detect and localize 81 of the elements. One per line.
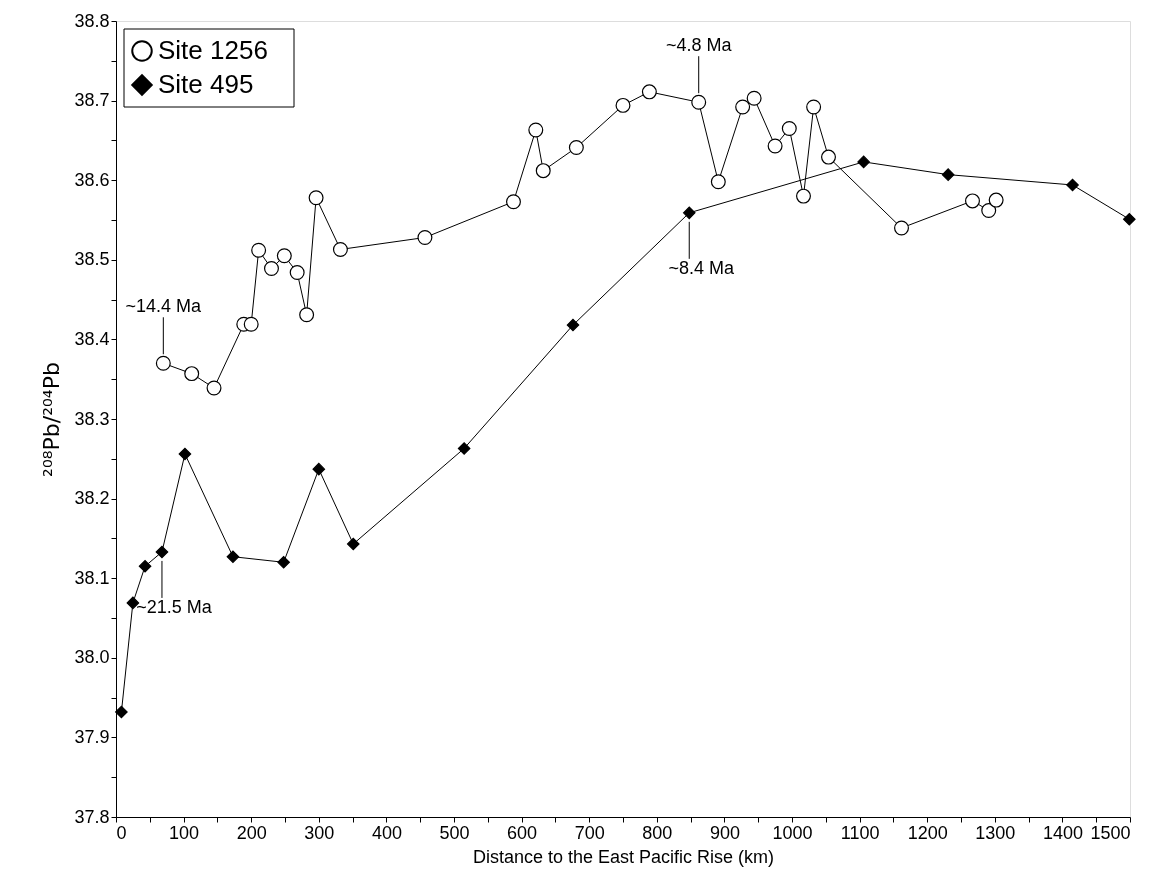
point <box>781 120 797 136</box>
point <box>535 163 551 179</box>
x-axis-title: Distance to the East Pacific Rise (km) <box>472 846 775 867</box>
point <box>332 241 348 257</box>
point <box>735 99 751 115</box>
x-tick-label: 700 <box>574 822 605 843</box>
point <box>566 318 580 332</box>
y-tick-label: 38.6 <box>74 169 110 190</box>
y-tick-label: 38.3 <box>74 408 110 429</box>
y-tick-label: 37.8 <box>74 806 110 827</box>
point <box>226 550 240 564</box>
point <box>528 122 544 138</box>
point <box>965 193 980 209</box>
point <box>568 140 584 156</box>
point <box>941 168 955 181</box>
y-tick-label: 38.1 <box>74 567 110 588</box>
point <box>312 462 326 476</box>
point <box>243 316 259 332</box>
y-tick-label: 38.5 <box>74 249 110 270</box>
y-tick-label: 38.2 <box>74 488 110 509</box>
y-tick-label: 38.0 <box>74 647 110 668</box>
annotation: ~8.4 Ma <box>668 257 735 278</box>
x-tick-label: 1300 <box>975 822 1016 843</box>
point <box>857 155 870 169</box>
point <box>1123 212 1136 226</box>
x-tick-label: 100 <box>169 822 200 843</box>
point <box>417 230 433 245</box>
point <box>506 194 521 210</box>
y-tick-label: 38.4 <box>74 328 110 349</box>
x-tick-label: 1400 <box>1042 822 1083 843</box>
x-tick-label: 300 <box>304 822 335 843</box>
point <box>184 366 200 382</box>
point <box>682 206 696 220</box>
point <box>115 705 128 719</box>
point <box>767 138 783 154</box>
point <box>251 242 267 258</box>
point <box>276 248 292 264</box>
point <box>894 220 909 236</box>
x-tick-label: 800 <box>642 822 673 843</box>
point <box>641 84 657 100</box>
point <box>988 192 1004 208</box>
x-tick-label: 400 <box>371 822 402 843</box>
point <box>346 537 360 551</box>
point <box>457 442 471 455</box>
point <box>263 261 279 277</box>
point <box>289 265 305 281</box>
annotation: ~14.4 Ma <box>125 296 203 317</box>
point <box>308 190 324 206</box>
y-axis-title: ²⁰⁸Pb/²⁰⁴Pb <box>39 362 65 477</box>
point <box>1066 178 1079 192</box>
y-tick-label: 38.8 <box>74 10 110 31</box>
x-tick-label: 1100 <box>840 822 880 843</box>
legend-label: Site 495 <box>158 69 254 99</box>
point <box>277 555 290 569</box>
point <box>615 97 631 113</box>
point <box>206 380 222 396</box>
point <box>178 447 192 461</box>
point <box>796 188 811 204</box>
x-tick-label: 600 <box>507 822 538 843</box>
point <box>138 559 152 573</box>
point <box>806 99 822 115</box>
point <box>746 90 762 106</box>
x-tick-label: 1500 <box>1090 822 1131 843</box>
annotation: ~4.8 Ma <box>665 35 733 56</box>
x-tick-label: 900 <box>709 822 740 843</box>
point <box>710 174 726 190</box>
point <box>821 149 836 165</box>
x-tick-label: 200 <box>236 822 267 843</box>
x-tick-label: 0 <box>116 822 127 843</box>
legend-label: Site 1256 <box>158 35 268 65</box>
x-tick-label: 1200 <box>907 822 948 843</box>
y-tick-label: 38.7 <box>74 90 110 111</box>
y-tick-label: 37.9 <box>74 726 110 747</box>
point <box>155 545 169 559</box>
annotation: ~21.5 Ma <box>136 596 213 617</box>
point <box>981 202 997 218</box>
point <box>299 307 315 323</box>
point <box>155 355 171 371</box>
x-tick-label: 1000 <box>772 822 813 843</box>
point <box>691 94 707 110</box>
x-tick-label: 500 <box>439 822 470 843</box>
